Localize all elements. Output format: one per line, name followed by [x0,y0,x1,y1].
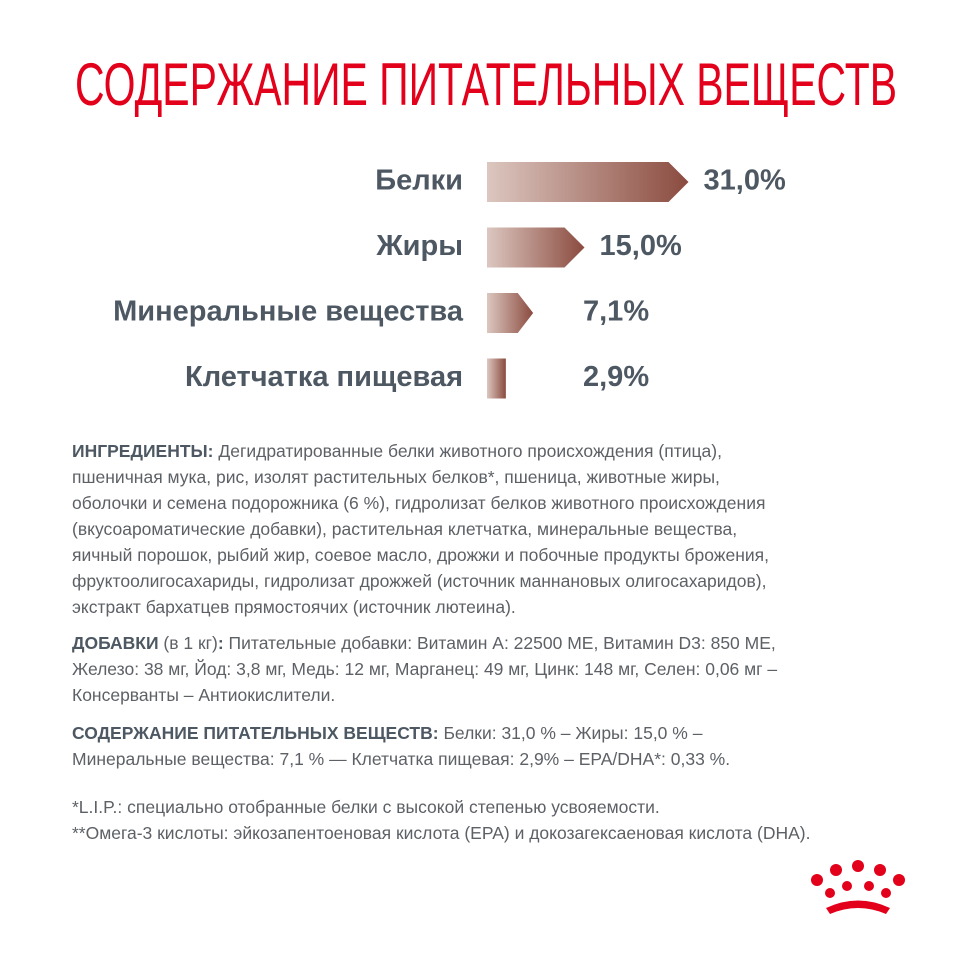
label: ИНГРЕДИЕНТЫ: [72,441,214,461]
text: Консерванты – Антиокислители. [72,685,336,705]
text-line: фруктоолигосахариды, гидролизат дрожжей … [72,568,769,594]
text: экстракт бархатцев прямостоячих (источни… [72,597,516,617]
text-line: СОДЕРЖАНИЕ ПИТАТЕЛЬНЫХ ВЕЩЕСТВ: Белки: 3… [72,720,730,746]
text: фруктоолигосахариды, гидролизат дрожжей … [72,571,767,591]
text: (вкусоароматические добавки), растительн… [72,519,738,539]
category-label: Жиры [375,230,463,262]
text: Минеральные вещества: 7,1 % — Клетчатка … [72,749,731,769]
footnote: **Омега-3 кислоты: эйкозапентоеновая кис… [72,823,811,843]
label: ДОБАВКИ [72,633,159,653]
paragraph: СОДЕРЖАНИЕ ПИТАТЕЛЬНЫХ ВЕЩЕСТВ: Белки: 3… [72,720,730,772]
category-label: Клетчатка пищевая [185,361,463,393]
bar [487,358,506,399]
text-line: ДОБАВКИ (в 1 кг): Питательные добавки: В… [72,630,777,656]
label: (в 1 кг) [158,633,218,653]
text-line: экстракт бархатцев прямостоячих (источни… [72,594,769,620]
paragraph: ДОБАВКИ (в 1 кг): Питательные добавки: В… [72,630,777,708]
text-line: Консерванты – Антиокислители. [72,682,777,708]
label: : [217,633,224,653]
text: Дегидратированные белки животного происх… [213,441,722,461]
text: оболочки и семена подорожника (6 %), гид… [72,493,766,513]
text-line: яичный порошок, рыбий жир, соевое масло,… [72,542,769,568]
bar [487,227,585,268]
value-label: 15,0% [600,230,682,262]
paragraph: ИНГРЕДИЕНТЫ: Дегидратированные белки жив… [72,438,769,620]
label: СОДЕРЖАНИЕ ПИТАТЕЛЬНЫХ ВЕЩЕСТВ: [72,723,439,743]
text-line: ИНГРЕДИЕНТЫ: Дегидратированные белки жив… [72,438,769,464]
value-label: 7,1% [583,296,649,328]
text: Питательные добавки: Витамин А: 22500 МЕ… [223,633,776,653]
category-label: Белки [375,165,463,197]
bar [487,162,689,202]
category-label: Минеральные вещества [113,296,464,328]
text-line: оболочки и семена подорожника (6 %), гид… [72,490,769,516]
footnote: *L.I.P.: специально отобранные белки с в… [72,797,660,817]
value-label: 31,0% [704,165,786,197]
text-line: Минеральные вещества: 7,1 % — Клетчатка … [72,746,730,772]
chart-title: СОДЕРЖАНИЕ ПИТАТЕЛЬНЫХ ВЕЩЕСТВ [75,51,897,118]
text: яичный порошок, рыбий жир, соевое масло,… [72,545,770,565]
value-label: 2,9% [583,361,649,393]
logo [811,860,905,914]
bar [487,293,534,333]
text-line: Железо: 38 мг, Йод: 3,8 мг, Медь: 12 мг,… [72,656,777,682]
text: Белки: 31,0 % – Жиры: 15,0 % – [438,723,703,743]
text-line: (вкусоароматические добавки), растительн… [72,516,769,542]
text: пшеничная мука, рис, изолят растительных… [72,467,720,487]
footnotes: *L.I.P.: специально отобранные белки с в… [72,794,810,846]
text: Железо: 38 мг, Йод: 3,8 мг, Медь: 12 мг,… [72,659,778,679]
text-line: пшеничная мука, рис, изолят растительных… [72,464,769,490]
